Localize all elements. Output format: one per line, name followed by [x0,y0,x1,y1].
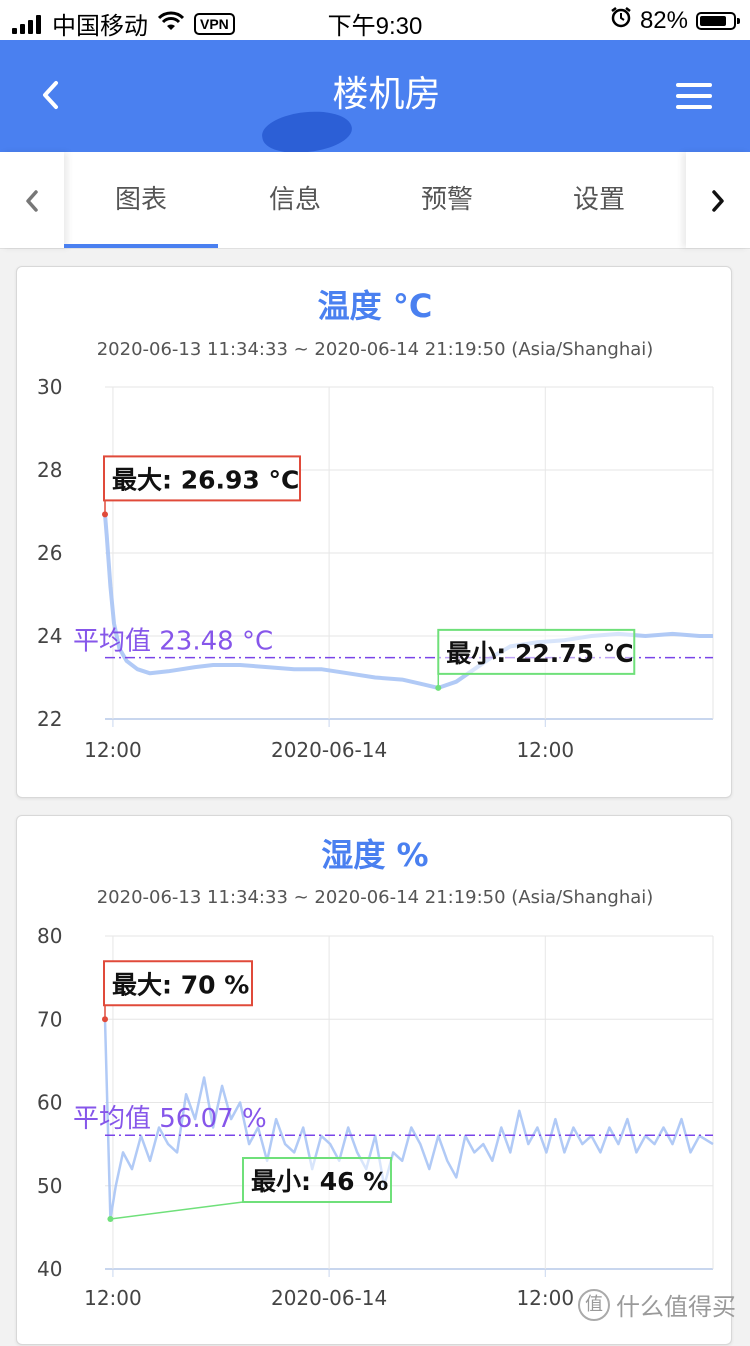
tab-prev-button[interactable] [0,152,64,248]
status-right: 82% [610,6,736,35]
watermark-text: 什么值得买 [616,1287,736,1322]
x-tick-label: 12:00 [84,1286,142,1310]
battery-icon [696,12,736,30]
tab-bar: 图表 信息 预警 设置 [0,152,750,249]
temperature-chart-card: 温度 °C 2020-06-13 11:34:33 ~ 2020-06-14 21… [16,266,732,798]
min-leader [110,1202,243,1219]
average-label: 平均值 56.07 % [73,1104,267,1134]
temperature-chart: 温度 °C 2020-06-13 11:34:33 ~ 2020-06-14 21… [17,267,733,799]
y-tick-label: 60 [37,1091,62,1115]
x-tick-label: 2020-06-14 [271,738,387,762]
x-tick-label: 12:00 [84,738,142,762]
signal-icon [12,14,44,34]
chart-title: 温度 °C [318,287,433,325]
nav-bar: 1楼机房 [0,40,750,152]
y-tick-label: 80 [37,924,62,948]
hamburger-menu-icon [676,83,712,87]
vpn-badge: VPN [194,13,235,35]
chart-title: 湿度 % [321,836,428,874]
battery-percent: 82% [640,7,688,35]
tab-info[interactable]: 信息 [218,152,372,248]
max-label: 最大: 26.93 °C [112,465,299,494]
status-left: 中国移动 VPN [12,6,235,41]
y-tick-label: 70 [37,1007,62,1031]
y-tick-label: 50 [37,1174,62,1198]
y-tick-label: 26 [37,541,62,565]
zhi-badge-icon: 值 [578,1289,610,1321]
x-tick-label: 12:00 [516,738,574,762]
y-tick-label: 22 [37,707,62,731]
carrier-label: 中国移动 [52,6,148,41]
tab-chart[interactable]: 图表 [64,152,218,248]
alarm-icon [610,6,632,35]
min-label: 最小: 22.75 °C [446,639,633,668]
y-tick-label: 30 [37,375,62,399]
max-label: 最大: 70 % [112,970,249,999]
y-tick-label: 24 [37,624,62,648]
page-title: 1楼机房 [0,70,750,120]
chart-subtitle: 2020-06-13 11:34:33 ~ 2020-06-14 21:19:5… [97,339,654,360]
y-tick-label: 40 [37,1257,62,1281]
status-bar: 中国移动 VPN 下午9:30 82% [0,0,750,40]
tab-next-button[interactable] [686,152,750,248]
tab-settings[interactable]: 设置 [522,152,676,248]
wifi-icon [158,10,184,38]
min-label: 最小: 46 % [251,1167,388,1196]
chevron-left-icon [22,186,42,216]
humidity-chart: 湿度 % 2020-06-13 11:34:33 ~ 2020-06-14 21:… [17,816,733,1346]
page-title-text: 楼机房 [332,74,440,115]
chart-subtitle: 2020-06-13 11:34:33 ~ 2020-06-14 21:19:5… [97,887,654,908]
tab-alert[interactable]: 预警 [370,152,524,248]
humidity-chart-card: 湿度 % 2020-06-13 11:34:33 ~ 2020-06-14 21:… [16,815,732,1345]
average-label: 平均值 23.48 °C [73,627,273,657]
watermark: 值 什么值得买 [578,1287,736,1322]
y-tick-label: 28 [37,458,62,482]
x-tick-label: 2020-06-14 [271,1286,387,1310]
x-tick-label: 12:00 [516,1286,574,1310]
chevron-right-icon [708,186,728,216]
menu-button[interactable] [676,83,712,109]
